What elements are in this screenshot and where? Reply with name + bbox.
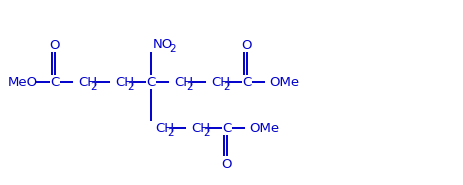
Text: OMe: OMe xyxy=(249,122,279,134)
Text: 2: 2 xyxy=(186,82,193,92)
Text: OMe: OMe xyxy=(269,75,299,88)
Text: O: O xyxy=(241,38,251,51)
Text: C: C xyxy=(242,75,251,88)
Text: 2: 2 xyxy=(90,82,97,92)
Text: CH: CH xyxy=(211,75,230,88)
Text: C: C xyxy=(50,75,60,88)
Text: O: O xyxy=(49,38,59,51)
Text: CH: CH xyxy=(191,122,210,134)
Text: O: O xyxy=(221,157,231,171)
Text: 2: 2 xyxy=(127,82,134,92)
Text: MeO: MeO xyxy=(8,75,38,88)
Text: NO: NO xyxy=(153,38,173,51)
Text: C: C xyxy=(146,75,156,88)
Text: CH: CH xyxy=(115,75,134,88)
Text: 2: 2 xyxy=(169,44,175,54)
Text: 2: 2 xyxy=(203,128,210,138)
Text: 2: 2 xyxy=(223,82,230,92)
Text: CH: CH xyxy=(155,122,174,134)
Text: 2: 2 xyxy=(167,128,174,138)
Text: CH: CH xyxy=(174,75,193,88)
Text: C: C xyxy=(222,122,232,134)
Text: CH: CH xyxy=(78,75,97,88)
